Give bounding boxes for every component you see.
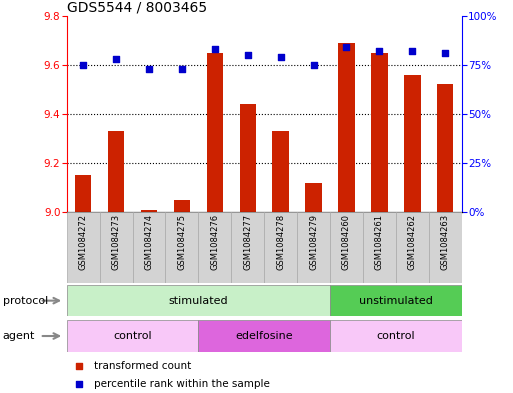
Bar [100, 212, 132, 283]
Text: GSM1084274: GSM1084274 [145, 214, 153, 270]
Bar [132, 212, 165, 283]
Point [145, 66, 153, 72]
Text: protocol: protocol [3, 296, 48, 306]
Bar [67, 212, 100, 283]
Text: agent: agent [3, 331, 35, 341]
Text: GSM1084278: GSM1084278 [276, 214, 285, 270]
Point [112, 56, 120, 62]
Text: stimulated: stimulated [169, 296, 228, 306]
Bar [108, 131, 124, 212]
Text: percentile rank within the sample: percentile rank within the sample [94, 379, 270, 389]
Text: GSM1084262: GSM1084262 [408, 214, 417, 270]
Bar [207, 53, 223, 212]
Bar [330, 320, 462, 352]
Point [441, 50, 449, 56]
Point [74, 380, 83, 387]
Bar [396, 212, 429, 283]
Bar [240, 104, 256, 212]
Bar [165, 212, 199, 283]
Point [277, 54, 285, 60]
Point [309, 62, 318, 68]
Bar [67, 320, 199, 352]
Text: transformed count: transformed count [94, 361, 191, 371]
Text: GDS5544 / 8003465: GDS5544 / 8003465 [67, 0, 207, 15]
Text: GSM1084277: GSM1084277 [243, 214, 252, 270]
Text: GSM1084272: GSM1084272 [78, 214, 88, 270]
Bar [264, 212, 297, 283]
Point [211, 46, 219, 52]
Bar [429, 212, 462, 283]
Bar [75, 175, 91, 212]
Point [376, 48, 384, 54]
Bar [141, 210, 157, 212]
Text: control: control [113, 331, 152, 341]
Text: GSM1084263: GSM1084263 [441, 214, 450, 270]
Bar [67, 285, 330, 316]
Bar [437, 84, 453, 212]
Bar [330, 285, 462, 316]
Text: unstimulated: unstimulated [359, 296, 433, 306]
Text: control: control [377, 331, 415, 341]
Bar [404, 75, 421, 212]
Text: GSM1084260: GSM1084260 [342, 214, 351, 270]
Text: GSM1084276: GSM1084276 [210, 214, 220, 270]
Point [408, 48, 417, 54]
Bar [363, 212, 396, 283]
Text: GSM1084273: GSM1084273 [111, 214, 121, 270]
Text: edelfosine: edelfosine [235, 331, 293, 341]
Text: GSM1084261: GSM1084261 [375, 214, 384, 270]
Bar [305, 183, 322, 212]
Bar [297, 212, 330, 283]
Point [178, 66, 186, 72]
Point [74, 363, 83, 369]
Point [342, 44, 350, 50]
Bar [338, 43, 354, 212]
Text: GSM1084275: GSM1084275 [177, 214, 186, 270]
Text: GSM1084279: GSM1084279 [309, 214, 318, 270]
Bar [231, 212, 264, 283]
Bar [199, 320, 330, 352]
Bar [174, 200, 190, 212]
Point [244, 52, 252, 58]
Bar [272, 131, 289, 212]
Bar [330, 212, 363, 283]
Bar [199, 212, 231, 283]
Point [79, 62, 87, 68]
Bar [371, 53, 388, 212]
